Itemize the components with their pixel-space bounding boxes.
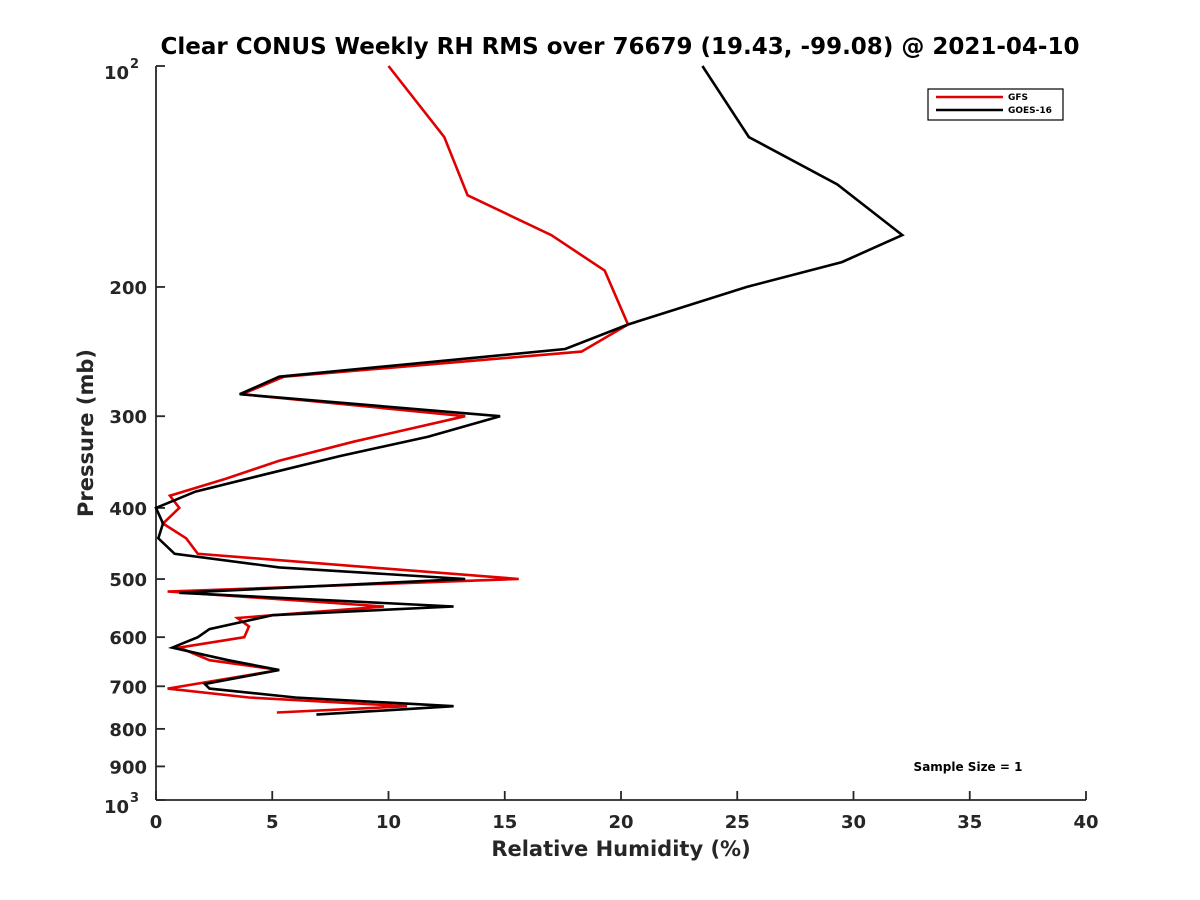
- y-tick-label: 900: [109, 757, 147, 778]
- y-tick-label: 500: [109, 570, 147, 591]
- y-tick-exponent: 2: [130, 57, 139, 72]
- y-axis-label: Pressure (mb): [74, 349, 98, 517]
- x-tick-label: 35: [957, 812, 982, 833]
- series-group: [154, 65, 905, 716]
- x-tick-label: 0: [150, 812, 163, 833]
- y-tick-label: 800: [109, 720, 147, 741]
- x-axis-label: Relative Humidity (%): [491, 837, 750, 861]
- legend-label-goes16: GOES-16: [1008, 106, 1052, 116]
- sample-size-annotation: Sample Size = 1: [914, 760, 1023, 774]
- x-tick-label: 10: [376, 812, 401, 833]
- y-tick-label: 200: [109, 278, 147, 299]
- x-ticks: 0 5 10 15 20 25 30 35 40: [150, 791, 1099, 833]
- x-tick-label: 15: [492, 812, 517, 833]
- legend: GFS GOES-16: [927, 88, 1064, 121]
- y-tick-label: 300: [109, 407, 147, 428]
- legend-label-gfs: GFS: [1008, 93, 1028, 103]
- x-tick-label: 5: [266, 812, 279, 833]
- chart-title: Clear CONUS Weekly RH RMS over 76679 (19…: [161, 34, 1080, 60]
- x-tick-label: 40: [1073, 812, 1098, 833]
- y-tick-label: 400: [109, 499, 147, 520]
- y-tick-label: 10: [104, 63, 129, 84]
- x-tick-label: 25: [725, 812, 750, 833]
- series-line-goes16: [154, 65, 905, 716]
- y-tick-label: 700: [109, 677, 147, 698]
- legend-box: [927, 88, 1064, 121]
- x-tick-label: 20: [608, 812, 633, 833]
- y-tick-exponent: 3: [130, 791, 139, 806]
- x-tick-label: 30: [841, 812, 866, 833]
- y-tick-label: 10: [104, 797, 129, 818]
- y-tick-label: 600: [109, 628, 147, 649]
